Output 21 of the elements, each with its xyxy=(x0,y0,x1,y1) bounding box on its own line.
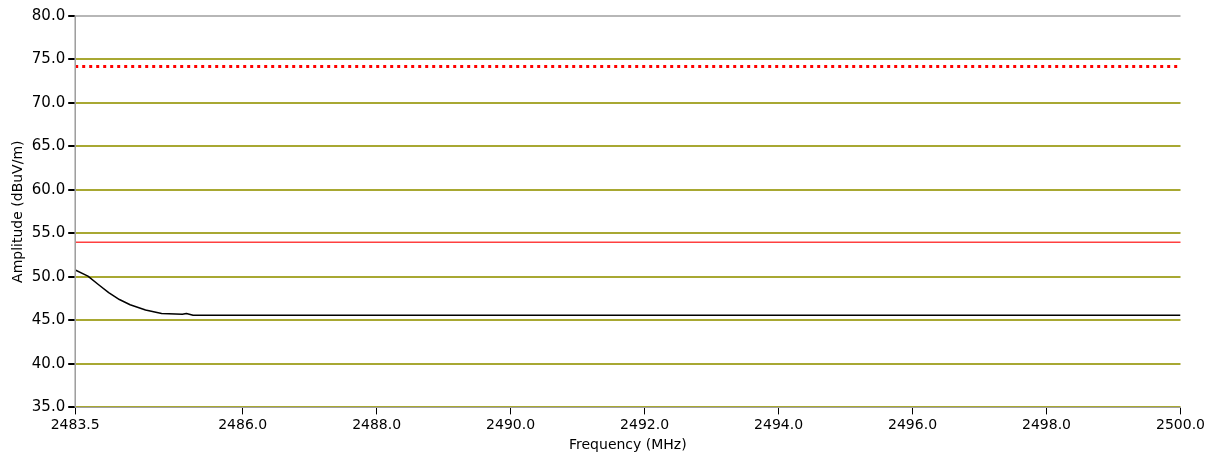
y-tick-label: 40.0 xyxy=(31,353,66,372)
x-tick-label: 2486.0 xyxy=(218,416,268,433)
x-tick-label: 2490.0 xyxy=(486,416,536,433)
x-axis-title: Frequency (MHz) xyxy=(569,436,687,453)
y-tick-label: 75.0 xyxy=(31,49,66,68)
y-tick-label: 60.0 xyxy=(31,179,66,198)
y-tick-label: 50.0 xyxy=(31,266,66,285)
y-axis-title: Amplitude (dBuV/m) xyxy=(9,140,26,283)
x-tick-label: 2500.0 xyxy=(1156,416,1206,433)
x-tick-label: 2498.0 xyxy=(1022,416,1072,433)
x-tick-label: 2488.0 xyxy=(352,416,402,433)
y-tick-label: 45.0 xyxy=(31,310,66,329)
y-tick-label: 65.0 xyxy=(31,136,66,155)
y-tick-label: 35.0 xyxy=(31,397,66,416)
x-tick-label: 2483.5 xyxy=(50,416,100,433)
y-tick-label: 55.0 xyxy=(31,223,66,242)
x-tick-label: 2496.0 xyxy=(888,416,938,433)
x-tick-label: 2494.0 xyxy=(754,416,804,433)
x-tick-label: 2492.0 xyxy=(620,416,670,433)
y-tick-label: 70.0 xyxy=(31,92,66,111)
y-tick-label: 80.0 xyxy=(31,5,66,24)
